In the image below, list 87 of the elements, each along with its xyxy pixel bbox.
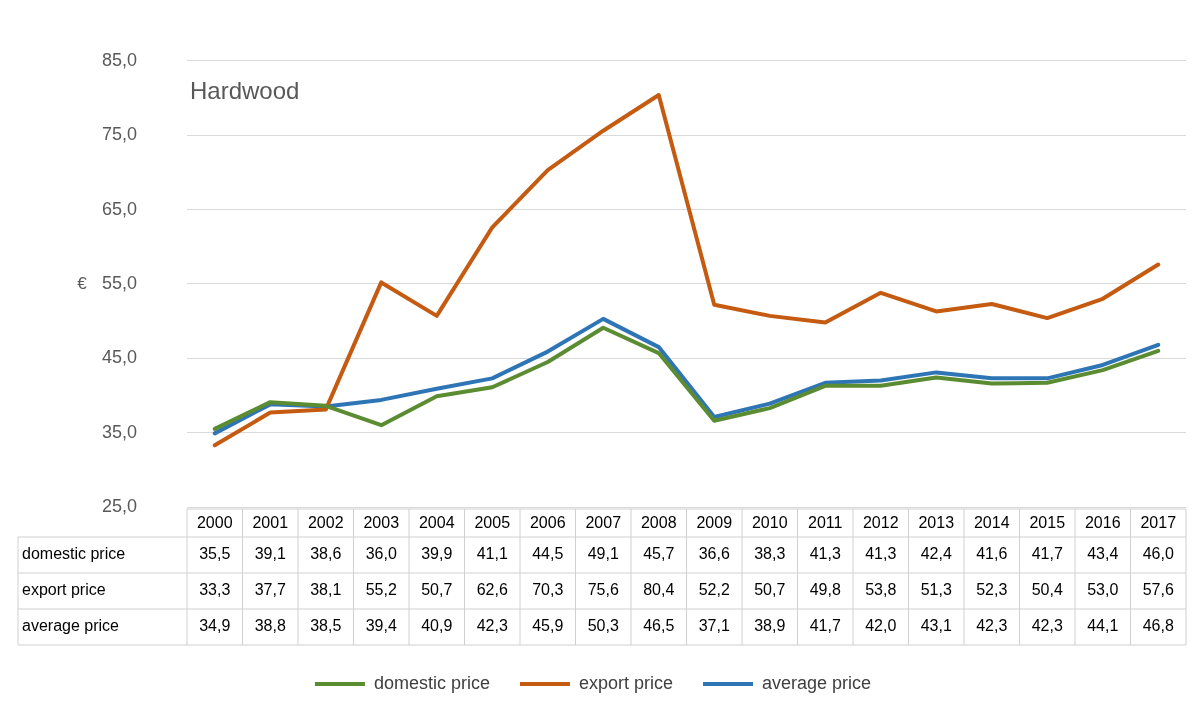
data-label: 70,3 — [532, 581, 564, 599]
data-label: 39,4 — [365, 617, 397, 635]
x-tick-label: 2011 — [808, 514, 843, 532]
data-label: 55,2 — [365, 581, 397, 599]
data-label: 50,4 — [1031, 581, 1063, 599]
y-tick-label: 25,0 — [101, 495, 137, 516]
data-label: 39,9 — [421, 545, 453, 563]
data-label: 38,6 — [310, 545, 342, 563]
data-label: 46,0 — [1142, 545, 1174, 563]
x-tick-label: 2014 — [973, 514, 1010, 532]
data-label: 46,5 — [643, 617, 675, 635]
data-label: 41,7 — [809, 617, 841, 635]
x-tick-label: 2004 — [418, 514, 455, 532]
data-label: 53,0 — [1087, 581, 1119, 599]
data-label: 40,9 — [421, 617, 453, 635]
data-label: 75,6 — [587, 581, 619, 599]
data-label: 36,0 — [365, 545, 397, 563]
y-tick-label: 45,0 — [101, 347, 137, 368]
data-label: 39,1 — [254, 545, 286, 563]
x-tick-label: 2009 — [696, 514, 733, 532]
data-label: 49,8 — [809, 581, 841, 599]
data-label: 34,9 — [199, 617, 231, 635]
legend-label: export price — [578, 672, 674, 693]
x-tick-label: 2017 — [1140, 514, 1177, 532]
data-label: 41,6 — [976, 545, 1008, 563]
x-tick-label: 2003 — [363, 514, 400, 532]
x-tick-label: 2013 — [918, 514, 955, 532]
data-label: 43,4 — [1087, 545, 1119, 563]
x-tick-label: 2001 — [252, 514, 289, 532]
data-label: 33,3 — [199, 581, 231, 599]
data-label: 42,0 — [865, 617, 897, 635]
y-tick-label: 65,0 — [101, 198, 137, 219]
data-label: 42,3 — [476, 617, 508, 635]
data-label: 43,1 — [920, 617, 952, 635]
data-label: 50,3 — [587, 617, 619, 635]
data-label: 51,3 — [920, 581, 952, 599]
data-label: 42,3 — [976, 617, 1008, 635]
data-label: 44,5 — [532, 545, 564, 563]
data-label: 45,7 — [643, 545, 675, 563]
x-tick-label: 2002 — [307, 514, 344, 532]
x-tick-label: 2015 — [1029, 514, 1066, 532]
x-tick-label: 2016 — [1084, 514, 1121, 532]
data-label: 36,6 — [698, 545, 730, 563]
data-label: 50,7 — [754, 581, 786, 599]
y-tick-label: 55,0 — [101, 272, 137, 293]
data-label: 45,9 — [532, 617, 564, 635]
text: export price — [22, 581, 106, 599]
x-tick-label: 2012 — [862, 514, 899, 532]
data-label: 38,8 — [254, 617, 286, 635]
text: Hardwood — [190, 77, 300, 105]
data-label: 38,3 — [754, 545, 786, 563]
data-label: 38,9 — [754, 617, 786, 635]
data-label: 42,4 — [920, 545, 952, 563]
y-axis-title: € — [77, 273, 88, 293]
y-tick-label: 35,0 — [101, 421, 137, 442]
x-tick-label: 2010 — [751, 514, 788, 532]
data-label: 37,1 — [698, 617, 730, 635]
data-label: 49,1 — [587, 545, 619, 563]
x-tick-label: 2007 — [585, 514, 622, 532]
data-label: 44,1 — [1087, 617, 1119, 635]
y-tick-label: 75,0 — [101, 124, 137, 145]
data-label: 42,3 — [1031, 617, 1063, 635]
x-tick-label: 2005 — [474, 514, 511, 532]
data-label: 52,3 — [976, 581, 1008, 599]
data-label: 57,6 — [1142, 581, 1174, 599]
legend-label: average price — [762, 672, 872, 693]
data-label: 38,1 — [310, 581, 342, 599]
text: average price — [22, 617, 119, 635]
x-tick-label: 2006 — [529, 514, 566, 532]
data-label: 38,5 — [310, 617, 342, 635]
data-label: 41,7 — [1031, 545, 1063, 563]
data-label: 41,1 — [476, 545, 508, 563]
data-label: 41,3 — [865, 545, 897, 563]
x-tick-label: 2008 — [640, 514, 677, 532]
data-label: 46,8 — [1142, 617, 1174, 635]
text: domestic price — [22, 545, 126, 563]
data-label: 62,6 — [476, 581, 508, 599]
data-label: 41,3 — [809, 545, 841, 563]
data-label: 35,5 — [199, 545, 231, 563]
data-label: 52,2 — [698, 581, 730, 599]
data-label: 53,8 — [865, 581, 897, 599]
y-tick-label: 85,0 — [101, 49, 137, 70]
data-label: 50,7 — [421, 581, 453, 599]
x-tick-label: 2000 — [196, 514, 233, 532]
data-label: 37,7 — [254, 581, 286, 599]
data-label: 80,4 — [643, 581, 675, 599]
legend-label: domestic price — [373, 672, 490, 693]
